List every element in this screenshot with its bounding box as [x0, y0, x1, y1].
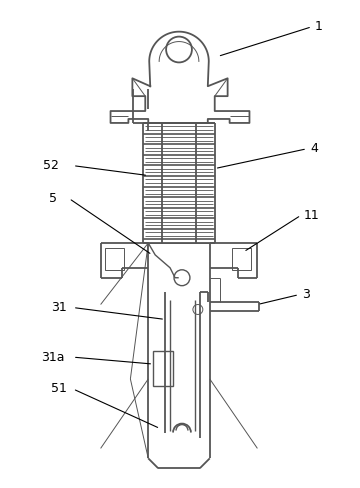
Text: 1: 1 [315, 20, 323, 33]
Text: 11: 11 [304, 209, 320, 222]
Text: 5: 5 [49, 192, 57, 205]
Bar [105, 248, 125, 270]
Text: 31: 31 [51, 301, 67, 314]
Text: 51: 51 [51, 383, 67, 395]
Text: 31a: 31a [41, 350, 64, 364]
Bar [153, 351, 173, 386]
Text: 52: 52 [43, 159, 59, 172]
Text: 4: 4 [310, 142, 318, 155]
Text: 3: 3 [302, 288, 310, 301]
Bar [231, 248, 251, 270]
